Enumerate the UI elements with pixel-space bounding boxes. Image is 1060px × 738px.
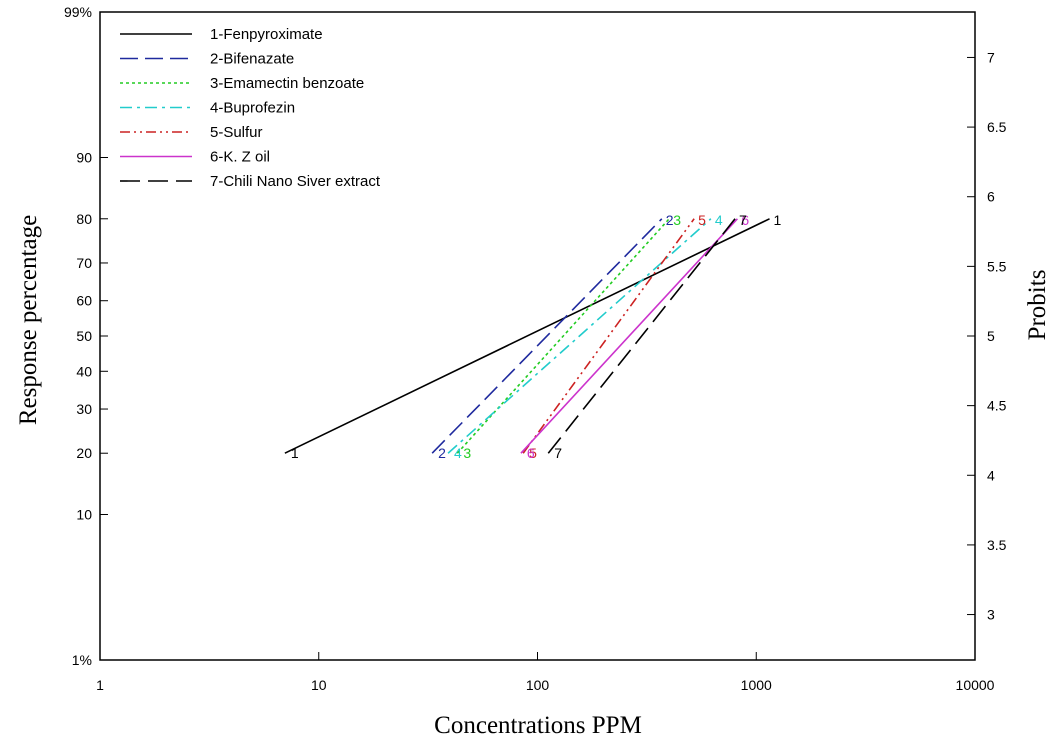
series-line-6	[520, 218, 738, 454]
y-tick-label: 99%	[64, 4, 92, 20]
series-start-label-1: 1	[291, 445, 299, 461]
y-tick-label: 10	[76, 506, 92, 522]
series-line-1	[284, 218, 770, 454]
y-axis-right-title: Probits	[1024, 270, 1051, 341]
y-right-tick-label: 7	[987, 49, 995, 65]
legend: 1-Fenpyroximate 2-Bifenazate 3-Emamectin b…	[120, 26, 381, 190]
y-tick-label: 30	[76, 401, 92, 417]
y-right-tick-label: 6	[987, 189, 995, 205]
x-tick-label: 1	[96, 677, 104, 693]
series-end-label-4: 4	[715, 212, 723, 228]
y-axis-left-ticks: 1% 10 20 30 40 50 60 70 80 90 99%	[64, 4, 108, 668]
legend-label-1: 1-Fenpyroximate	[210, 26, 323, 43]
series-start-label-5: 5	[529, 445, 537, 461]
x-tick-label: 10000	[956, 677, 995, 693]
series-end-label-1: 1	[774, 212, 782, 228]
series-line-2	[431, 218, 663, 454]
y-right-tick-label: 5	[987, 328, 995, 344]
legend-label-6: 6-K. Z oil	[210, 149, 270, 166]
series-start-label-3: 3	[463, 445, 471, 461]
y-right-tick-label: 5.5	[987, 258, 1007, 274]
x-tick-label: 10	[311, 677, 327, 693]
series-start-label-6: 6	[527, 445, 535, 461]
x-axis-title: Concentrations PPM	[434, 712, 642, 738]
y-right-tick-label: 4.5	[987, 398, 1007, 414]
series-start-label-7: 7	[554, 445, 562, 461]
x-axis-ticks: 1 10 100 1000 10000	[96, 652, 995, 693]
y-tick-label: 20	[76, 445, 92, 461]
y-right-tick-label: 3.5	[987, 537, 1007, 553]
y-right-tick-label: 4	[987, 467, 995, 483]
legend-label-4: 4-Buprofezin	[210, 100, 295, 117]
legend-label-5: 5-Sulfur	[210, 124, 263, 141]
y-axis-title: Response percentage	[15, 215, 42, 425]
series-line-3	[456, 218, 670, 454]
y-tick-label: 80	[76, 211, 92, 227]
y-tick-label: 40	[76, 363, 92, 379]
legend-label-3: 3-Emamectin benzoate	[210, 75, 364, 92]
y-right-tick-label: 3	[987, 607, 995, 623]
series-start-label-4: 4	[454, 445, 462, 461]
series-end-label-3: 3	[673, 212, 681, 228]
series-start-label-2: 2	[438, 445, 446, 461]
y-axis-right-ticks: 3 3.5 4 4.5 5 5.5 6 6.5 7	[967, 49, 1007, 623]
x-tick-label: 1000	[741, 677, 772, 693]
y-tick-label: 90	[76, 150, 92, 166]
series-end-label-5: 5	[698, 212, 706, 228]
y-right-tick-label: 6.5	[987, 119, 1007, 135]
series-line-4	[447, 218, 712, 454]
y-tick-label: 1%	[72, 652, 92, 668]
y-tick-label: 60	[76, 293, 92, 309]
series-end-label-6: 6	[741, 212, 749, 228]
series-end-label-2: 2	[666, 212, 674, 228]
legend-label-2: 2-Bifenazate	[210, 51, 294, 68]
series-line-7	[547, 218, 736, 454]
series-end-label-7: 7	[739, 212, 747, 228]
x-tick-label: 100	[526, 677, 550, 693]
y-tick-label: 70	[76, 255, 92, 271]
series-line-5	[522, 218, 695, 454]
legend-label-7: 7-Chili Nano Siver extract	[210, 173, 381, 190]
y-tick-label: 50	[76, 328, 92, 344]
